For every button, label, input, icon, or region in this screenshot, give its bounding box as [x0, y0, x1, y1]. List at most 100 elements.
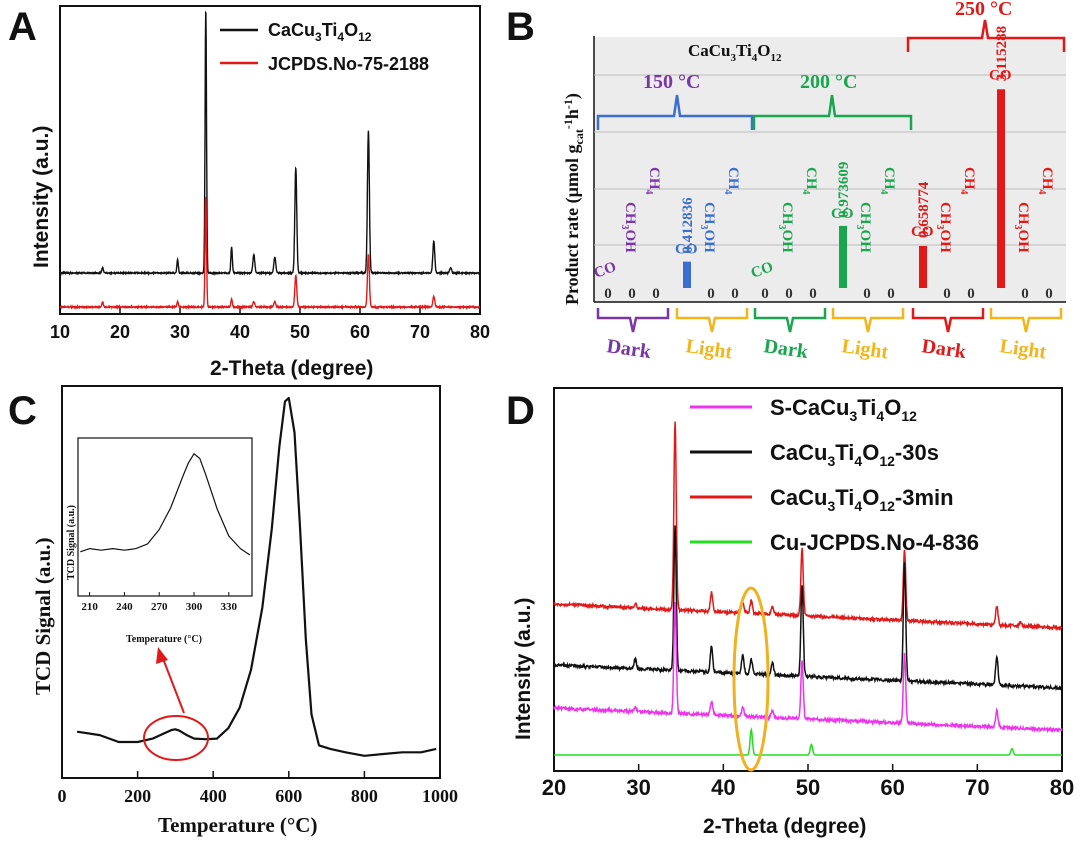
- b-product-0-2: CH4: [643, 167, 662, 195]
- b-product-5-1: CH3OH: [1012, 202, 1031, 253]
- panel-c-chart: 0 200 400 600 800 1000 210 240 270 300 330 TCD Si…: [31, 385, 458, 837]
- panel-c-inset: 210 240 270 300 330: [80, 452, 251, 613]
- d-xtick-label-6: 80: [1050, 775, 1074, 800]
- a-xtick-label-2: 30: [170, 322, 190, 342]
- panel-c-ylabel: TCD Signal (a.u.): [31, 537, 55, 695]
- panel-a-xticks: 10 20 30 40 50 60 70 80: [50, 307, 490, 342]
- b-bar-1-0: [683, 261, 691, 288]
- panel-c-frame: [61, 385, 441, 779]
- c-xtick-label-4: 800: [351, 786, 378, 806]
- c-series: [76, 396, 437, 757]
- a-xtick-label-4: 50: [290, 322, 310, 342]
- b-product-1-0: CO: [675, 242, 698, 258]
- b-product-0-0: CO: [592, 259, 619, 282]
- a-xtick-label-3: 40: [230, 322, 250, 342]
- inset-xtick-label-0: 210: [81, 601, 98, 613]
- b-product-3-0: CO: [831, 206, 854, 222]
- b-product-1-2: CH4: [722, 167, 741, 195]
- c-xtick-label-0: 0: [58, 786, 67, 806]
- b-cond-bracket-4: [911, 308, 985, 333]
- panel-c-xticks: 0 200 400 600 800 1000: [58, 771, 458, 806]
- panel-a-legend: CaCu3Ti4O12 JCPDS.No-75-2188: [220, 20, 429, 74]
- b-product-4-2: CH4: [958, 167, 977, 195]
- inset-arrow-line: [161, 655, 185, 714]
- d-series-3: [554, 727, 1062, 756]
- b-value-label-2: 0.658774: [916, 181, 932, 238]
- b-value-label-3: 3.115288: [994, 26, 1010, 81]
- b-cond-label-5: Light: [998, 335, 1048, 363]
- b-product-5-0: CO: [989, 67, 1012, 83]
- b-cond-bracket-2: [753, 308, 827, 333]
- d-series-2: [553, 602, 1063, 734]
- b-product-0-1: CH3OH: [619, 202, 638, 253]
- panel-c-line: [76, 396, 437, 757]
- b-zero-5-1: 0: [1021, 286, 1029, 302]
- inset-arrow-head: [156, 647, 168, 664]
- b-zero-2-0: 0: [761, 286, 769, 302]
- legend-d-3min: CaCu3Ti4O12-3min: [770, 485, 954, 514]
- a-xtick-label-0: 10: [50, 322, 70, 342]
- b-cond-bracket-1: [675, 308, 749, 333]
- b-product-2-1: CH3OH: [776, 202, 795, 253]
- panel-a-chart: 10 20 30 40 50 60 70 80 CaCu3Ti4O12 JCPDS.No-75…: [30, 5, 490, 380]
- panel-letter-d: D: [506, 389, 535, 433]
- panel-a-lines: [59, 10, 481, 311]
- b-bar-4-0: [919, 245, 927, 288]
- d-series-0: [553, 421, 1063, 632]
- panel-b-background: [594, 37, 1066, 302]
- d-xtick-label-5: 70: [965, 775, 989, 800]
- c-xtick-label-5: 1000: [422, 786, 458, 806]
- b-cond-bracket-0: [596, 308, 670, 333]
- b-value-label-1: 0.973609: [836, 162, 852, 218]
- inset-xtick-label-4: 330: [221, 601, 238, 613]
- panel-b-gridlines: [594, 74, 1066, 246]
- panel-b-bars: [683, 89, 1005, 288]
- panel-d-ylabel: Intensity (a.u.): [512, 598, 535, 740]
- panel-b-ylabel: Product rate (µmol gcat-1h-1): [561, 93, 586, 305]
- panel-b-conditions: Dark Light Dark Light Dark Light: [596, 308, 1063, 363]
- b-cond-label-4: Dark: [920, 335, 968, 363]
- panel-d-xlabel: 2-Theta (degree): [703, 815, 866, 838]
- c-xtick-label-3: 600: [275, 786, 302, 806]
- panel-c-xlabel: Temperature (°C): [158, 813, 317, 837]
- inset-xtick-label-1: 240: [116, 601, 133, 613]
- b-cond-label-2: Dark: [762, 335, 810, 363]
- a-xtick-label-6: 70: [410, 322, 430, 342]
- d-xtick-label-2: 40: [711, 775, 735, 800]
- b-zero-5-2: 0: [1045, 286, 1053, 302]
- b-zero-1-1: 0: [707, 286, 715, 302]
- b-cond-bracket-5: [989, 308, 1063, 333]
- b-cond-label-3: Light: [840, 335, 890, 363]
- b-zero-1-2: 0: [731, 286, 739, 302]
- b-bar-3-0: [839, 225, 847, 288]
- c-xtick-label-2: 400: [200, 786, 227, 806]
- inset-xtick-label-3: 300: [186, 601, 203, 613]
- panel-a-xlabel: 2-Theta (degree): [210, 357, 373, 380]
- panel-b-labels: 0CO0CH3OH0CH40.412836CO0CH3OH0CH40CO0CH3…: [592, 26, 1055, 302]
- b-zero-0-1: 0: [628, 286, 636, 302]
- b-product-2-2: CH4: [800, 167, 819, 195]
- panel-letter-b: B: [506, 5, 535, 49]
- panel-a-frame: [59, 5, 481, 315]
- b-product-1-1: CH3OH: [698, 202, 717, 253]
- a-xtick-label-5: 60: [350, 322, 370, 342]
- inset-xtick-label-2: 270: [151, 601, 168, 613]
- b-zero-4-1: 0: [943, 286, 951, 302]
- b-cond-label-0: Dark: [605, 335, 653, 363]
- d-xtick-label-0: 20: [542, 775, 566, 800]
- b-product-2-0: CO: [749, 259, 776, 282]
- temp-250: 250 °C: [955, 0, 1012, 20]
- d-xtick-label-1: 30: [626, 775, 650, 800]
- b-zero-0-2: 0: [652, 286, 660, 302]
- cu-peak-ellipse: [732, 586, 770, 772]
- b-product-5-2: CH4: [1036, 167, 1055, 195]
- panel-b-chart: CaCu3Ti4O12 150 °C 200 °C 250 °C 0 CO 0 CH3…: [561, 0, 1066, 363]
- legend-a-jcpds: JCPDS.No-75-2188: [268, 54, 429, 74]
- panel-c-inset-frame: [77, 437, 253, 597]
- b-cond-bracket-3: [831, 308, 905, 333]
- inset-xlabel: Temperature (°C): [126, 634, 202, 645]
- b-product-3-1: CH3OH: [854, 202, 873, 253]
- b-zero-0-0: 0: [604, 286, 612, 302]
- inset-series: [80, 452, 251, 556]
- a-series-1: [59, 197, 481, 311]
